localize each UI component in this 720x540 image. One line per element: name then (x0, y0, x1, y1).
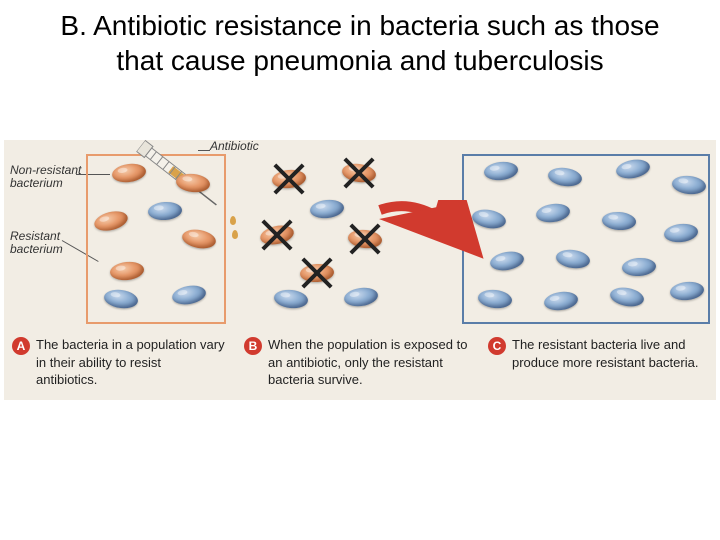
caption-text-b: When the population is exposed to an ant… (268, 336, 470, 389)
caption-c: C The resistant bacteria live and produc… (480, 330, 716, 395)
resistant-bacterium (309, 198, 345, 219)
captions-row: A The bacteria in a population vary in t… (4, 330, 716, 395)
cross-mark (259, 217, 295, 253)
cross-mark (299, 255, 335, 291)
antibiotic-drop (232, 230, 238, 239)
slide-title: B. Antibiotic resistance in bacteria suc… (0, 0, 720, 78)
caption-badge-a: A (12, 337, 30, 355)
cross-mark (271, 161, 307, 197)
caption-a: A The bacteria in a population vary in t… (4, 330, 236, 395)
leader-antibiotic (198, 150, 210, 151)
arrow-icon (374, 200, 484, 270)
label-antibiotic: Antibiotic (210, 140, 259, 153)
label-nonresistant: Non-resistantbacterium (10, 164, 81, 190)
caption-badge-b: B (244, 337, 262, 355)
cross-mark (341, 155, 377, 191)
caption-badge-c: C (488, 337, 506, 355)
caption-b: B When the population is exposed to an a… (236, 330, 480, 395)
resistant-bacterium (273, 288, 309, 309)
caption-text-a: The bacteria in a population vary in the… (36, 336, 226, 389)
cross-mark (347, 221, 383, 257)
label-resistant: Resistantbacterium (10, 230, 63, 256)
caption-text-c: The resistant bacteria live and produce … (512, 336, 706, 371)
resistant-bacterium (343, 286, 379, 309)
antibiotic-drop (230, 216, 236, 225)
